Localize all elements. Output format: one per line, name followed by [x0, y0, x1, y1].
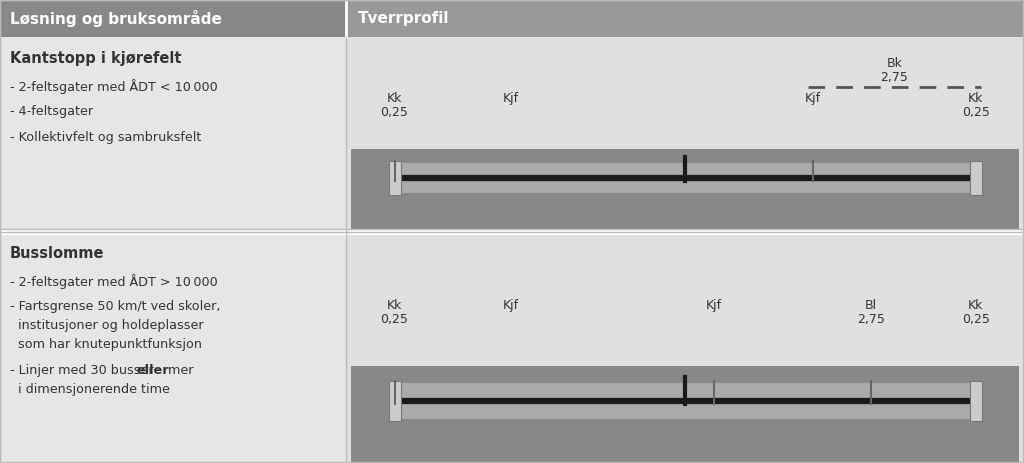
Text: institusjoner og holdeplasser: institusjoner og holdeplasser [10, 319, 204, 332]
Bar [0, 230, 1024, 235]
Bar [394, 383, 976, 419]
Text: 2,75: 2,75 [857, 313, 885, 326]
Text: i dimensjonerende time: i dimensjonerende time [10, 383, 170, 396]
Bar [388, 381, 400, 421]
Bar [394, 163, 976, 193]
Text: Kjf: Kjf [805, 92, 821, 105]
Text: Tverrprofil: Tverrprofil [358, 11, 450, 26]
Bar [351, 366, 1019, 463]
Text: - Fartsgrense 50 km/t ved skoler,: - Fartsgrense 50 km/t ved skoler, [10, 300, 220, 313]
Text: - 2-feltsgater med ÅDT < 10 000: - 2-feltsgater med ÅDT < 10 000 [10, 79, 218, 94]
Text: Kk: Kk [968, 299, 983, 312]
Text: Kjf: Kjf [503, 299, 519, 312]
Bar [351, 149, 1019, 230]
Bar [970, 381, 982, 421]
Text: Kk: Kk [387, 92, 402, 105]
Text: eller: eller [136, 364, 169, 377]
Text: 2,75: 2,75 [881, 71, 908, 84]
Text: - 2-feltsgater med ÅDT > 10 000: - 2-feltsgater med ÅDT > 10 000 [10, 274, 218, 289]
Text: Kjf: Kjf [706, 299, 722, 312]
Text: som har knutepunktfunksjon: som har knutepunktfunksjon [10, 338, 202, 351]
Bar [0, 0, 346, 37]
Text: Løsning og bruksområde: Løsning og bruksområde [10, 10, 222, 27]
Text: Kk: Kk [387, 299, 402, 312]
Text: Kk: Kk [968, 92, 983, 105]
Text: Busslomme: Busslomme [10, 246, 104, 261]
Text: Bk: Bk [887, 57, 902, 70]
Bar [0, 232, 346, 463]
Text: Kjf: Kjf [503, 92, 519, 105]
Text: 0,25: 0,25 [962, 313, 989, 326]
Text: Kantstopp i kjørefelt: Kantstopp i kjørefelt [10, 51, 181, 66]
Bar [346, 232, 1024, 463]
Bar [388, 161, 400, 195]
Bar [346, 0, 1024, 37]
Text: 0,25: 0,25 [962, 106, 989, 119]
Text: 0,25: 0,25 [381, 313, 409, 326]
Text: mer: mer [164, 364, 194, 377]
Bar [0, 37, 346, 230]
Bar [970, 161, 982, 195]
Text: Bl: Bl [865, 299, 878, 312]
Text: - 4-feltsgater: - 4-feltsgater [10, 105, 93, 118]
Text: 0,25: 0,25 [381, 106, 409, 119]
Text: - Kollektivfelt og sambruksfelt: - Kollektivfelt og sambruksfelt [10, 131, 202, 144]
Text: - Linjer med 30 busser: - Linjer med 30 busser [10, 364, 158, 377]
Bar [346, 37, 1024, 230]
